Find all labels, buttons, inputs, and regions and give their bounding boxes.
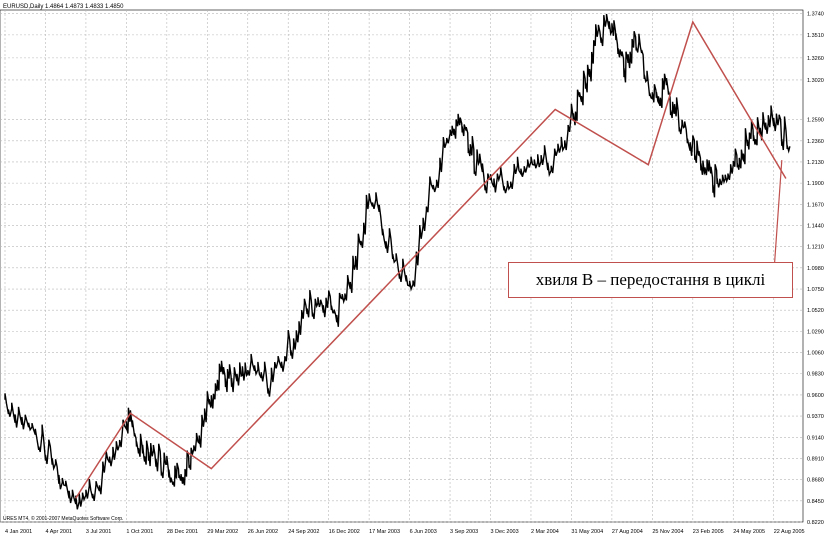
x-tick-label: 25 Nov 2004 — [652, 529, 683, 535]
y-tick-label: 1.0750 — [807, 287, 824, 293]
y-tick-label: 1.3740 — [807, 12, 824, 18]
chart-footer: URES MT4, © 2001-2007 MetaQuotes Softwar… — [3, 515, 123, 522]
y-tick-label: 1.0520 — [807, 308, 824, 314]
y-tick-label: 1.2590 — [807, 118, 824, 124]
y-tick-label: 1.2130 — [807, 160, 824, 166]
y-tick-label: 1.2360 — [807, 139, 824, 145]
x-tick-label: 29 Mar 2002 — [207, 529, 238, 535]
y-tick-label: 0.9140 — [807, 435, 824, 441]
y-tick-label: 1.3260 — [807, 56, 824, 62]
y-tick-label: 1.1670 — [807, 202, 824, 208]
y-tick-label: 1.3510 — [807, 33, 824, 39]
chart-header: EURUSD,Daily 1.4864 1.4873 1.4833 1.4850 — [3, 4, 124, 10]
x-tick-label: 24 Sep 2002 — [288, 529, 319, 535]
y-tick-label: 0.9830 — [807, 372, 824, 378]
y-axis-ticks: 1.3740 1.3510 1.3260 1.3020 1.2590 1.2360 1.21… — [807, 12, 824, 526]
y-tick-label: 0.8220 — [807, 520, 824, 526]
x-tick-label: 3 Sep 2003 — [450, 529, 478, 535]
x-tick-label: 3 Jul 2001 — [86, 529, 111, 535]
y-tick-label: 1.3020 — [807, 78, 824, 84]
x-tick-label: 24 May 2005 — [733, 529, 765, 535]
y-tick-label: 0.9370 — [807, 414, 824, 420]
y-tick-label: 0.8680 — [807, 478, 824, 484]
x-tick-label: 4 Apr 2001 — [45, 529, 72, 535]
annotation-pointer — [773, 160, 783, 276]
y-tick-label: 1.1440 — [807, 223, 824, 229]
x-tick-label: 3 Dec 2003 — [491, 529, 519, 535]
x-tick-label: 28 Dec 2001 — [167, 529, 198, 535]
y-tick-label: 1.0060 — [807, 351, 824, 357]
x-tick-label: 23 Feb 2005 — [693, 529, 724, 535]
y-tick-label: 1.0980 — [807, 266, 824, 272]
x-tick-label: 16 Dec 2002 — [329, 529, 360, 535]
x-tick-label: 6 Jun 2003 — [410, 529, 437, 535]
y-tick-label: 0.8910 — [807, 456, 824, 462]
y-tick-label: 1.0290 — [807, 329, 824, 335]
x-tick-label: 4 Jan 2001 — [5, 529, 32, 535]
x-tick-label: 22 Aug 2005 — [774, 529, 805, 535]
x-tick-label: 1 Oct 2001 — [126, 529, 153, 535]
annotation-box: хвиля B – передостання в циклі — [508, 262, 793, 298]
y-tick-label: 1.1900 — [807, 181, 824, 187]
x-tick-label: 26 Jun 2002 — [248, 529, 278, 535]
annotation-text: хвиля B – передостання в циклі — [535, 270, 766, 289]
y-tick-label: 0.9600 — [807, 393, 824, 399]
price-series — [4, 13, 791, 510]
x-tick-label: 17 Mar 2003 — [369, 529, 400, 535]
x-tick-label: 31 May 2004 — [571, 529, 603, 535]
x-tick-label: 27 Aug 2004 — [612, 529, 643, 535]
x-tick-label: 2 Mar 2004 — [531, 529, 559, 535]
y-tick-label: 1.1210 — [807, 245, 824, 251]
wave-line — [75, 20, 787, 499]
y-tick-label: 0.8450 — [807, 499, 824, 505]
x-axis-ticks: 4 Jan 2001 4 Apr 2001 3 Jul 2001 1 Oct 2001… — [5, 529, 805, 535]
